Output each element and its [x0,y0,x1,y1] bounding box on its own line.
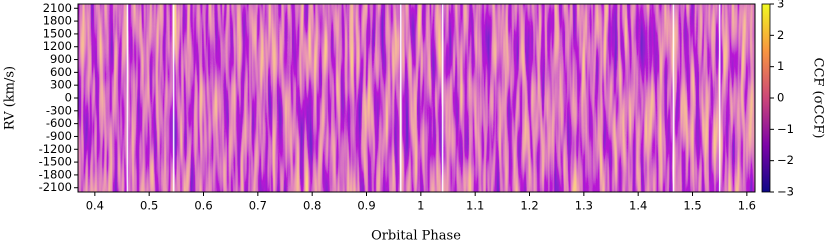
colorbar-tick-label: −2 [777,153,794,167]
y-tick-label: -2100 [39,180,72,194]
y-tick-label: 1500 [43,26,72,40]
x-tick-label: 0.5 [140,199,158,213]
x-tick-label: 0.4 [86,199,104,213]
y-tick-label: 900 [50,52,72,66]
heatmap [78,4,755,192]
colorbar-tick-label: 3 [777,0,784,11]
y-tick-label: -1800 [39,167,72,181]
x-tick-label: 1.5 [683,199,701,213]
y-tick-label: 1200 [43,39,72,53]
x-tick-label: 1.6 [738,199,756,213]
colorbar [761,3,771,193]
colorbar-tick-label: 2 [777,28,784,42]
y-tick-label: -900 [46,129,72,143]
y-tick-label: -1500 [39,155,72,169]
colorbar-label: CCF (σCCF) [811,58,826,139]
y-tick-label: 300 [50,78,72,92]
x-tick-label: 0.9 [357,199,375,213]
x-tick-label: 1.1 [466,199,484,213]
y-tick-label: -300 [46,103,72,117]
y-axis-label: RV (km/s) [3,66,18,130]
x-tick-label: 0.6 [194,199,212,213]
colorbar-tick-label: −3 [777,185,794,199]
y-tick-label: 2100 [43,1,72,15]
x-axis-label: Orbital Phase [371,229,461,244]
colorbar-tick-label: 0 [777,91,784,105]
y-tick-label: 0 [65,91,72,105]
x-tick-label: 1.3 [575,199,593,213]
y-tick-label: -600 [46,116,72,130]
x-tick-label: 1.4 [629,199,647,213]
x-tick-label: 1 [417,199,424,213]
x-tick-label: 0.8 [303,199,321,213]
x-tick-label: 0.7 [249,199,267,213]
y-tick-label: 600 [50,65,72,79]
x-tick-label: 1.2 [520,199,538,213]
colorbar-tick-label: −1 [777,122,794,136]
colorbar-tick-label: 1 [777,59,784,73]
y-tick-label: 1800 [43,14,72,28]
y-tick-label: -1200 [39,142,72,156]
